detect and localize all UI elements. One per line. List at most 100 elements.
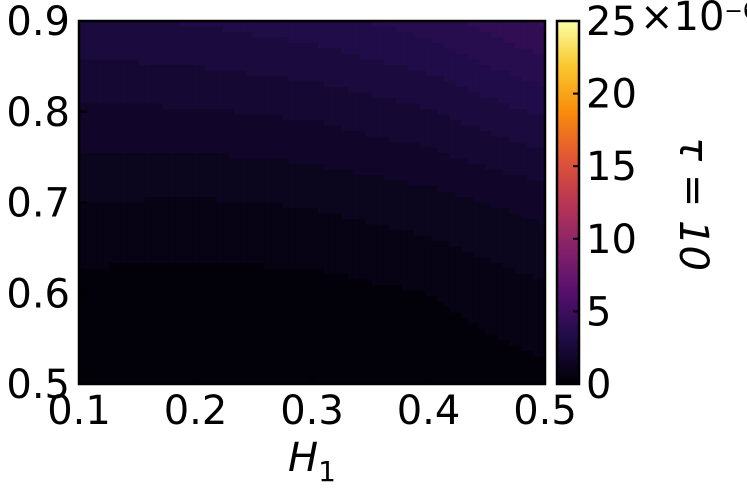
contour-cell <box>216 136 223 143</box>
contour-cell <box>276 307 283 314</box>
contour-cell <box>312 142 319 149</box>
contour-cell <box>204 279 212 286</box>
contour-cell <box>449 87 456 94</box>
contour-cell <box>174 318 182 325</box>
contour-cell <box>79 76 86 83</box>
contour-cell <box>473 32 480 39</box>
contour-cell <box>282 164 289 171</box>
contour-cell <box>96 131 104 138</box>
contour-cell <box>180 356 188 363</box>
contour-cell <box>359 252 367 259</box>
contour-cell <box>306 142 313 149</box>
contour-cell <box>341 329 349 336</box>
contour-cell <box>491 246 498 253</box>
contour-cell <box>192 114 200 121</box>
contour-cell <box>180 114 188 121</box>
contour-cell <box>485 323 492 330</box>
contour-cell <box>407 186 415 193</box>
contour-cell <box>108 109 116 116</box>
contour-cell <box>198 252 206 259</box>
contour-cell <box>485 125 492 132</box>
contour-cell <box>79 279 86 286</box>
contour-cell <box>252 120 259 127</box>
contour-cell <box>401 257 409 264</box>
contour-cell <box>473 263 480 270</box>
contour-cell <box>539 329 545 336</box>
contour-cell <box>503 65 510 72</box>
contour-cell <box>389 37 397 44</box>
contour-cell <box>102 263 110 270</box>
contour-cell <box>323 109 331 116</box>
contour-cell <box>210 70 218 77</box>
contour-cell <box>114 224 122 231</box>
contour-cell <box>126 356 134 363</box>
contour-cell <box>455 147 462 154</box>
contour-cell <box>174 59 182 66</box>
contour-cell <box>186 48 194 55</box>
contour-cell <box>515 70 522 77</box>
contour-cell <box>521 87 528 94</box>
contour-cell <box>168 43 176 50</box>
contour-cell <box>467 32 474 39</box>
contour-cell <box>317 219 325 226</box>
contour-cell <box>335 367 343 374</box>
contour-cell <box>485 296 492 303</box>
contour-cell <box>503 197 510 204</box>
contour-cell <box>467 114 474 121</box>
contour-cell <box>539 362 545 369</box>
contour-cell <box>198 186 206 193</box>
contour-cell <box>479 235 486 242</box>
contour-cell <box>479 312 486 319</box>
contour-cell <box>264 98 271 105</box>
contour-cell <box>198 274 206 281</box>
contour-cell <box>210 120 218 127</box>
contour-cell <box>312 114 319 121</box>
contour-cell <box>90 26 98 33</box>
contour-cell <box>467 197 474 204</box>
contour-cell <box>443 268 451 275</box>
contour-cell <box>425 301 433 308</box>
contour-cell <box>198 180 206 187</box>
contour-cell <box>389 114 397 121</box>
contour-cell <box>234 301 241 308</box>
contour-cell <box>443 158 451 165</box>
contour-cell <box>162 153 170 160</box>
contour-cell <box>162 136 170 143</box>
contour-cell <box>425 158 433 165</box>
contour-cell <box>180 175 188 182</box>
contour-cell <box>509 92 516 99</box>
contour-cell <box>258 246 265 253</box>
contour-cell <box>365 351 373 358</box>
contour-cell <box>79 340 86 347</box>
contour-cell <box>156 197 164 204</box>
contour-cell <box>467 81 474 88</box>
contour-cell <box>108 114 116 121</box>
contour-cell <box>312 32 319 39</box>
contour-cell <box>156 114 164 121</box>
contour-cell <box>282 208 289 215</box>
contour-cell <box>264 301 271 308</box>
contour-cell <box>258 202 265 209</box>
contour-cell <box>341 175 349 182</box>
contour-cell <box>294 125 301 132</box>
contour-cell <box>533 285 540 292</box>
contour-cell <box>102 208 110 215</box>
contour-cell <box>353 87 361 94</box>
contour-cell <box>312 296 319 303</box>
contour-cell <box>455 235 462 242</box>
contour-cell <box>479 114 486 121</box>
contour-cell <box>156 32 164 39</box>
contour-cell <box>102 329 110 336</box>
contour-cell <box>509 312 516 319</box>
contour-cell <box>186 43 194 50</box>
contour-cell <box>108 296 116 303</box>
contour-cell <box>497 367 504 374</box>
contour-cell <box>264 241 271 248</box>
contour-cell <box>473 81 480 88</box>
contour-cell <box>389 153 397 160</box>
contour-cell <box>497 329 504 336</box>
contour-cell <box>228 356 235 363</box>
contour-cell <box>270 136 277 143</box>
contour-cell <box>335 180 343 187</box>
contour-cell <box>180 158 188 165</box>
